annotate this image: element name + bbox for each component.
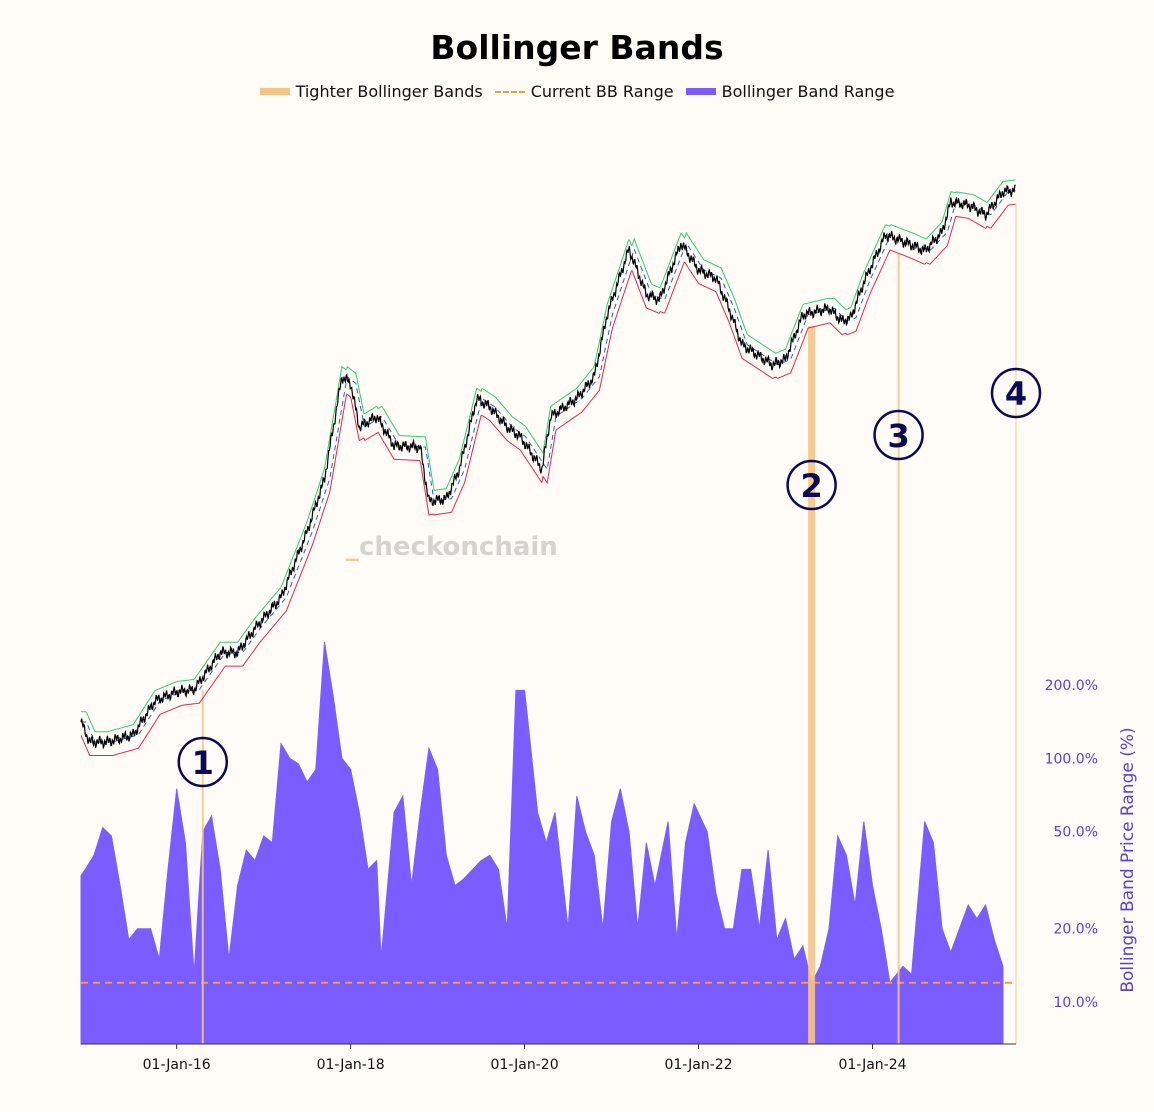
y2-tick-label: 200.0%: [1045, 678, 1098, 694]
mid-band-line: [81, 190, 1016, 743]
x-axis: 01-Jan-16 01-Jan-18 01-Jan-20 01-Jan-22 01-J…: [81, 1043, 1016, 1073]
legend-swatch-tighter-bands: [259, 88, 290, 95]
bollinger-bands-layer: [80, 179, 1016, 756]
y2-tick-label: 100.0%: [1045, 751, 1098, 767]
annotation-4: 4: [990, 367, 1042, 419]
annotation-circle-3: [873, 409, 924, 461]
upper-band-line: [81, 179, 1016, 733]
x-tick-label: 01-Jan-24: [838, 1057, 906, 1073]
x-tick-label: 01-Jan-20: [491, 1057, 559, 1073]
annotation-circle-2: [786, 459, 837, 511]
legend-item-current-range[interactable]: Current BB Range: [494, 82, 674, 101]
chart-title: Bollinger Bands: [430, 28, 724, 67]
legend: Tighter Bollinger Bands Current BB Range…: [0, 82, 1154, 101]
x-tick-label: 01-Jan-16: [143, 1057, 211, 1073]
legend-item-tighter-bands[interactable]: Tighter Bollinger Bands: [259, 82, 483, 101]
annotation-2: 2: [786, 459, 837, 511]
annotation-label-2: 2: [800, 467, 822, 505]
legend-label-tighter-bands: Tighter Bollinger Bands: [295, 82, 483, 101]
tight-band-marker-4: [1015, 203, 1017, 1044]
legend-label-current-range: Current BB Range: [530, 82, 674, 101]
annotation-label-1: 1: [192, 744, 214, 782]
annotation-1: 1: [177, 736, 229, 788]
watermark: _checkonchain: [346, 532, 558, 562]
annotation-3: 3: [873, 409, 924, 461]
y2-axis: 10.0% 20.0% 50.0% 100.0% 200.0%: [1045, 678, 1098, 1011]
x-tick-label: 01-Jan-22: [664, 1057, 732, 1073]
legend-item-band-range[interactable]: Bollinger Band Range: [685, 82, 895, 101]
tight-band-marker-3: [897, 253, 900, 1044]
tight-marker-layer: [201, 203, 1017, 1045]
range-area-layer: [80, 642, 1004, 1045]
band-range-area: [80, 642, 1004, 1045]
y2-axis-title: Bollinger Band Price Range (%): [1118, 727, 1138, 993]
y2-tick-label: 10.0%: [1054, 995, 1098, 1011]
annotation-layer: 1 2 3 4: [177, 367, 1042, 788]
legend-label-band-range: Bollinger Band Range: [721, 82, 895, 101]
price-line: [80, 184, 1016, 750]
annotation-label-4: 4: [1005, 375, 1027, 413]
y2-tick-label: 50.0%: [1054, 825, 1098, 841]
legend-swatch-current-range: [494, 90, 525, 93]
price-layer: [80, 184, 1016, 750]
annotation-circle-4: [990, 367, 1042, 419]
annotation-label-3: 3: [887, 417, 909, 455]
tight-band-marker-1: [201, 690, 204, 1044]
annotation-circle-1: [177, 736, 229, 788]
y2-tick-label: 20.0%: [1054, 922, 1098, 938]
legend-swatch-band-range: [685, 88, 716, 95]
tight-band-marker-2: [808, 325, 816, 1045]
lower-band-line: [80, 203, 1016, 756]
x-tick-label: 01-Jan-18: [317, 1057, 385, 1073]
